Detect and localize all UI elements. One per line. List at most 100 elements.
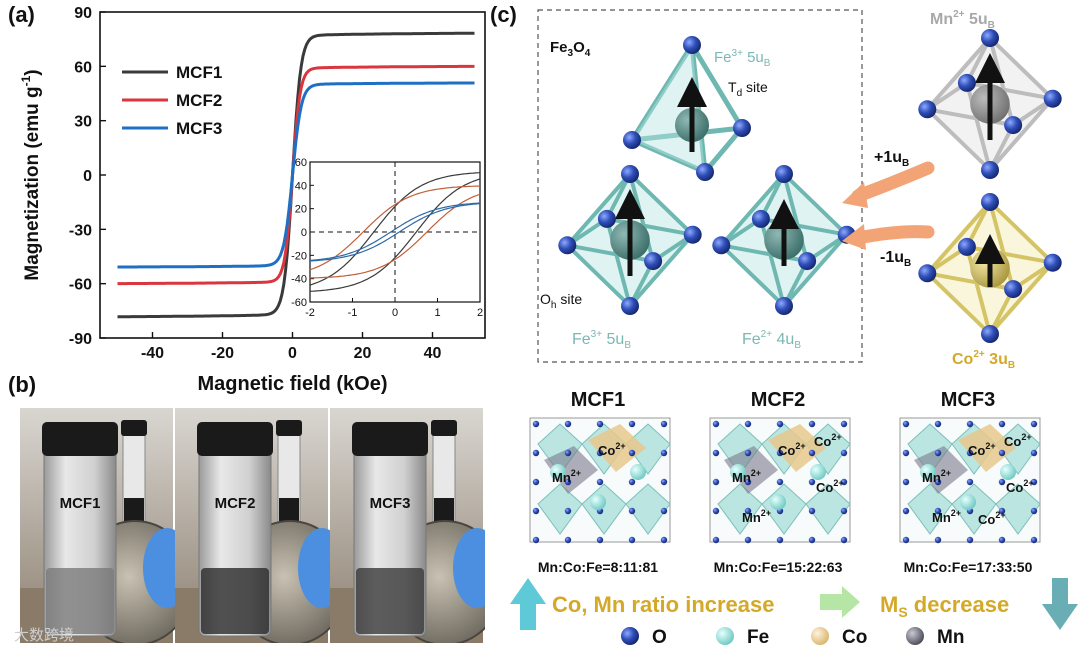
large-vial-sediment (46, 568, 114, 634)
legend-atom-label: Co (842, 627, 867, 648)
inset-y-tick-label: -20 (291, 250, 307, 262)
ion-mn: Mn2+ (932, 508, 961, 525)
legend-atom-label: Mn (937, 627, 964, 648)
ion-co: Co2+ (968, 441, 996, 458)
minus-label: -1uB (880, 249, 911, 269)
x-axis-label: Magnetic field (kOe) (197, 373, 387, 395)
crystal-diagram: Fe3O4 Fe3+ 5uB Td site Oh site Fe3+ 5uB … (510, 9, 1078, 648)
crystal-title: MCF3 (941, 389, 995, 411)
ion-mn: Mn2+ (732, 468, 761, 485)
x-tick-label: 0 (288, 345, 297, 362)
inset-series-mcf1-down (309, 172, 481, 286)
inset-y-tick-label: 20 (295, 204, 307, 216)
plus-label: +1uB (874, 149, 909, 169)
inset-y-tick-label: -60 (291, 297, 307, 309)
legend-atom-co-icon (811, 627, 829, 645)
crystal-title: MCF1 (571, 389, 625, 411)
legend-atom-label: Fe (747, 627, 769, 648)
glove (453, 528, 485, 608)
vial-label: MCF1 (60, 495, 101, 512)
y-tick-label: 30 (74, 114, 92, 131)
small-vial-cap (276, 420, 302, 436)
ion-co: Co2+ (978, 510, 1006, 527)
y-tick-label: -90 (69, 331, 92, 348)
mn-moment-label: Mn2+ 5uB (930, 9, 995, 31)
ion-co: Co2+ (598, 441, 626, 458)
inset-series-mcf3-up (309, 203, 481, 262)
vial-label: MCF2 (215, 495, 256, 512)
octahedron-mn (918, 29, 1062, 179)
octahedron-co (918, 193, 1062, 343)
x-tick-label: -20 (211, 345, 234, 362)
vial-photos: MCF1 MCF2 MCF3 (20, 408, 485, 643)
ion-mn: Mn2+ (742, 508, 771, 525)
legend-label-mcf2: MCF2 (176, 91, 222, 110)
large-vial-cap (42, 422, 118, 456)
up-arrow-icon (510, 578, 546, 630)
co-moment-label: Co2+ 3uB (952, 349, 1015, 371)
crystal-mcf2: MCF2 Co2+ Mn2+ Co2+ Co2+ Mn2+ Mn:Co:Fe=15:22:6… (709, 389, 851, 575)
inset-y-tick-label: -40 (291, 274, 307, 286)
inset-series-mcf2-down (309, 185, 481, 271)
legend-label-mcf1: MCF1 (176, 63, 222, 82)
small-vial-cap (121, 420, 147, 436)
oh-fe2-label: Fe2+ 4uB (742, 329, 801, 351)
inset-series-mcf2-up (309, 193, 481, 279)
y-tick-label: 90 (74, 5, 92, 22)
inset-series-mcf1-up (309, 178, 481, 292)
ion-mn: Mn2+ (922, 468, 951, 485)
y-tick-label: -30 (69, 222, 92, 239)
minus-arrow (851, 225, 935, 245)
ion-co: Co2+ (778, 441, 806, 458)
legend-atom-label: O (652, 627, 667, 648)
small-vial-cap (431, 420, 457, 436)
crystal-mcf1: MCF1 Co2+ Mn2+ Mn:Co:Fe=8:11:81 (529, 389, 671, 575)
td-site-label: Td site (728, 79, 768, 99)
fe3o4-title: Fe3O4 (550, 39, 591, 59)
watermark: 大数跨境 (14, 627, 75, 644)
inset-x-tick-label: -2 (305, 307, 315, 319)
legend-label-mcf3: MCF3 (176, 119, 222, 138)
large-vial-sediment (201, 568, 269, 634)
inset-y-tick-label: 0 (301, 227, 307, 239)
large-vial-cap (352, 422, 428, 456)
vial-label: MCF3 (370, 495, 411, 512)
ion-co: Co2+ (816, 478, 844, 495)
panel-label-a: (a) (8, 2, 35, 27)
y-tick-label: 0 (83, 168, 92, 185)
crystal-ratio: Mn:Co:Fe=8:11:81 (538, 559, 658, 575)
y-axis-label: Magnetization (emu g-1) (19, 69, 43, 280)
y-tick-label: -60 (69, 277, 92, 294)
oh-site-label: Oh site (540, 291, 582, 311)
oh-fe3-label: Fe3+ 5uB (572, 329, 631, 351)
ion-co: Co2+ (1004, 432, 1032, 449)
y-tick-label: 60 (74, 59, 92, 76)
crystal-title: MCF2 (751, 389, 805, 411)
octahedron-fe3 (558, 165, 702, 315)
large-vial-sediment (356, 568, 424, 634)
large-vial-cap (197, 422, 273, 456)
inset-y-tick-label: 60 (295, 157, 307, 169)
panel-label-c: (c) (490, 2, 517, 27)
crystal-ratio: Mn:Co:Fe=17:33:50 (904, 559, 1033, 575)
down-arrow-icon (1042, 578, 1078, 630)
crystal-ratio: Mn:Co:Fe=15:22:63 (714, 559, 843, 575)
ion-mn: Mn2+ (552, 468, 581, 485)
legend-atom-fe-icon (716, 627, 734, 645)
x-tick-label: -40 (141, 345, 164, 362)
x-tick-label: 20 (354, 345, 372, 362)
x-tick-label: 40 (424, 345, 442, 362)
trend-right-text: MS decrease (880, 592, 1009, 620)
inset-y-tick-label: 40 (295, 180, 307, 192)
ion-co: Co2+ (1006, 478, 1034, 495)
series-mcf3 (117, 81, 475, 269)
photo-mcf2: MCF2 (175, 408, 349, 643)
inset-x-tick-label: -1 (348, 307, 358, 319)
legend-atom-o-icon (621, 627, 639, 645)
panel-label-b: (b) (8, 372, 37, 397)
trend-left-text: Co, Mn ratio increase (552, 592, 775, 617)
inset-x-tick-label: 1 (434, 307, 440, 319)
ion-co: Co2+ (814, 432, 842, 449)
